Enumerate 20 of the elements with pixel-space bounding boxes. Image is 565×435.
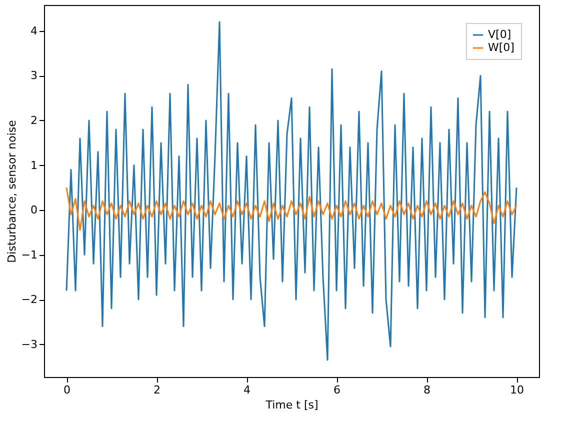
y-tick-label: 3	[30, 69, 38, 82]
y-tick-label: 1	[30, 158, 38, 172]
y-axis-title: Disturbance, sensor noise	[5, 120, 18, 263]
legend-label: W[0]	[488, 41, 514, 54]
x-tick-label: 8	[424, 384, 430, 396]
line-series	[66, 186, 518, 231]
x-tick-label: 0	[64, 384, 70, 396]
y-tick-label: 4	[30, 24, 38, 38]
legend-label: V[0]	[488, 28, 512, 41]
x-axis-title: Time t [s]	[264, 398, 318, 412]
y-tick-label: 2	[30, 114, 38, 127]
y-tick-label: −1	[21, 248, 38, 262]
y-tick-label: 0	[30, 204, 38, 217]
y-tick-label: −2	[21, 293, 38, 306]
line-series	[66, 21, 518, 361]
y-tick-label: −3	[21, 338, 38, 351]
x-tick-label: 10	[510, 384, 524, 396]
x-tick-label: 6	[334, 384, 340, 396]
x-tick-label: 2	[154, 384, 160, 396]
x-tick-label: 4	[244, 384, 250, 396]
